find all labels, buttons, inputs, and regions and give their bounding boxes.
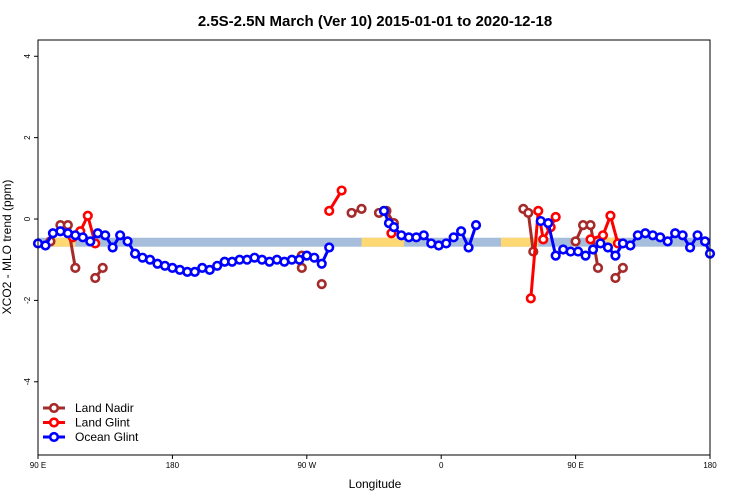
data-point <box>378 205 390 216</box>
data-point <box>144 254 156 265</box>
data-point <box>463 242 474 253</box>
background-bands <box>38 237 710 247</box>
series-ocean-glint <box>32 205 716 278</box>
y-tick-label-1: -2 <box>23 296 32 304</box>
data-point <box>316 258 327 269</box>
x-tick-label-1: 180 <box>166 461 180 470</box>
data-point <box>107 242 118 253</box>
legend-label-0: Land Nadir <box>75 401 134 415</box>
legend-marker-2 <box>48 431 60 443</box>
data-point <box>356 203 367 214</box>
data-point <box>115 230 126 241</box>
data-point <box>448 232 459 243</box>
data-point <box>595 238 606 249</box>
data-point <box>592 262 604 273</box>
axes: 90 E 180 90 W 0 90 E 180 -4 -2 0 2 4 <box>23 54 717 470</box>
x-tick-label-5: 180 <box>703 461 717 470</box>
y-tick-label-2: 0 <box>23 216 32 221</box>
chart-title: 2.5S-2.5N March (Ver 10) 2015-01-01 to 2… <box>198 13 552 30</box>
y-axis-label: XCO2 - MLO trend (ppm) <box>0 180 14 315</box>
data-point <box>533 205 544 216</box>
data-point <box>129 248 141 259</box>
data-point <box>77 232 88 243</box>
data-point <box>456 226 467 237</box>
data-point <box>580 250 591 261</box>
series-land-glint <box>67 185 624 304</box>
data-point <box>587 244 599 255</box>
background-band-3 <box>500 237 539 247</box>
x-tick-label-3: 0 <box>439 461 444 470</box>
data-point <box>85 236 96 247</box>
data-point <box>684 242 696 253</box>
data-point <box>617 262 628 273</box>
data-point <box>655 232 666 243</box>
data-point <box>550 211 561 223</box>
data-point <box>550 250 561 261</box>
data-point <box>324 242 335 253</box>
data-point <box>70 262 81 273</box>
data-point <box>585 220 596 231</box>
plot-frame <box>37 39 711 456</box>
data-point <box>610 272 621 284</box>
data-point <box>523 207 534 219</box>
legend-label-2: Ocean Glint <box>75 430 139 444</box>
data-point <box>316 279 327 290</box>
y-tick-label-0: -4 <box>23 378 32 386</box>
data-point <box>441 238 452 249</box>
data-point <box>597 230 609 241</box>
data-point <box>309 252 320 263</box>
data-point <box>418 230 429 241</box>
x-tick-label-0: 90 E <box>30 461 46 470</box>
background-band-4 <box>595 237 618 247</box>
data-point <box>525 293 536 304</box>
legend-marker-0 <box>48 402 60 414</box>
data-point <box>605 210 616 221</box>
data-point <box>204 264 215 275</box>
background-band-1 <box>52 237 76 247</box>
data-point <box>346 207 357 219</box>
data-point <box>662 236 673 247</box>
data-point <box>677 230 688 241</box>
data-point <box>692 230 703 241</box>
legend-label-1: Land Glint <box>75 416 130 430</box>
data-point <box>62 220 73 231</box>
data-point <box>212 260 223 271</box>
data-point <box>610 250 621 261</box>
y-tick-label-4: 4 <box>23 54 32 59</box>
data-point <box>625 240 636 251</box>
data-point <box>538 234 549 245</box>
legend-marker-1 <box>48 417 60 428</box>
data-point <box>388 222 400 233</box>
series-line-1-4 <box>590 214 620 244</box>
data-point <box>100 230 111 241</box>
series-layer <box>32 185 716 304</box>
data-point <box>40 240 51 251</box>
data-point <box>602 242 614 253</box>
data-point <box>324 205 335 216</box>
x-tick-label-2: 90 W <box>297 461 316 470</box>
data-point <box>572 246 584 257</box>
x-axis-label: Longitude <box>349 477 402 491</box>
data-point <box>470 220 482 231</box>
data-point <box>336 185 347 196</box>
data-point <box>122 236 133 247</box>
data-point <box>543 217 554 229</box>
data-point <box>585 234 596 245</box>
data-point <box>82 210 93 221</box>
data-point <box>570 236 581 247</box>
data-point <box>97 262 108 273</box>
data-point <box>90 272 101 284</box>
data-point <box>699 236 711 247</box>
x-tick-label-4: 90 E <box>567 461 583 470</box>
data-point <box>189 266 200 278</box>
data-point <box>296 262 307 273</box>
y-tick-label-3: 2 <box>23 135 32 140</box>
background-band-2 <box>361 237 404 247</box>
data-point <box>294 254 305 265</box>
